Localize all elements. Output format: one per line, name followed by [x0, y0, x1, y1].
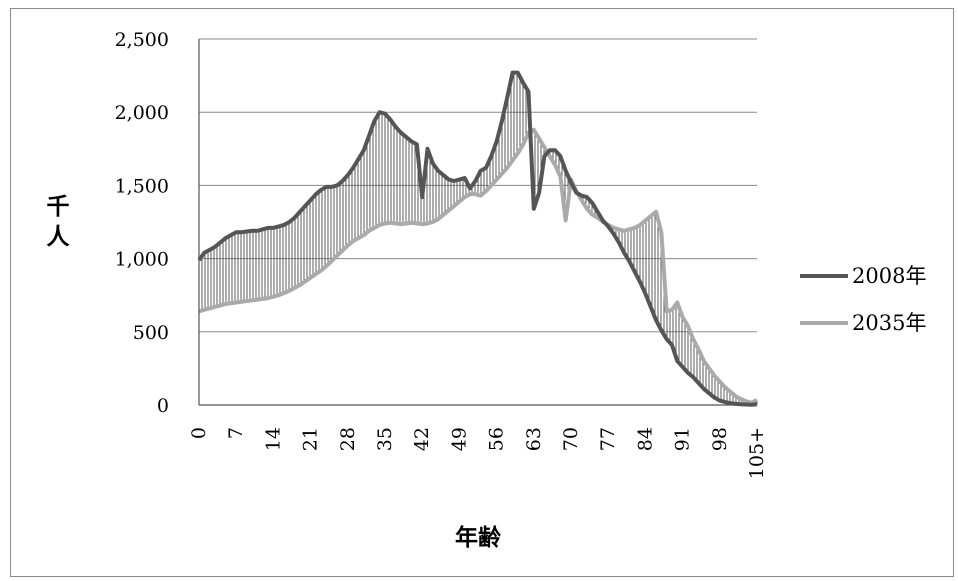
x-tick-label: 56	[486, 427, 508, 451]
legend-label-0: 2008年	[852, 264, 926, 288]
x-tick-label: 98	[709, 427, 731, 451]
x-tick-label: 91	[672, 427, 694, 451]
x-tick-label: 84	[634, 427, 656, 451]
y-tick-labels: 0 500 1,000 1,500 2,000 2,500	[115, 29, 169, 417]
x-tick-labels: 0 7 14 21 28 35 42 49 56 63 70 77 84 91 98 105+	[188, 427, 768, 479]
chart-frame	[10, 8, 954, 577]
x-axis-title: 年齢	[455, 524, 501, 551]
x-tick-label: 63	[523, 427, 545, 451]
x-tick-label: 35	[374, 427, 396, 451]
legend: 2008年 2035年	[800, 264, 926, 335]
series-line-0	[197, 70, 758, 407]
y-tick-label: 2,000	[115, 102, 169, 124]
axes	[198, 39, 757, 406]
x-tick-label: 0	[188, 427, 210, 439]
series-lines	[197, 70, 758, 407]
y-tick-label: 500	[133, 322, 169, 344]
y-tick-label: 2,500	[115, 29, 169, 51]
x-tick-label: 49	[448, 427, 470, 451]
y-tick-label: 1,000	[115, 249, 169, 271]
x-tick-label: 105+	[746, 427, 768, 479]
x-tick-label: 42	[411, 427, 433, 451]
y-axis-title-char: 千	[47, 194, 70, 220]
series-line-1	[198, 127, 758, 405]
y-axis-title-char: 人	[47, 224, 71, 250]
x-tick-label: 77	[597, 427, 619, 451]
x-tick-label: 14	[262, 427, 284, 451]
x-tick-label: 28	[337, 427, 359, 451]
x-tick-label: 70	[560, 427, 582, 451]
y-axis-title: 千人	[47, 194, 71, 250]
x-tick-label: 21	[300, 427, 322, 451]
x-tick-label: 7	[225, 427, 247, 439]
y-tick-label: 1,500	[115, 175, 169, 197]
legend-label-1: 2035年	[852, 311, 926, 335]
y-tick-label: 0	[157, 395, 169, 417]
